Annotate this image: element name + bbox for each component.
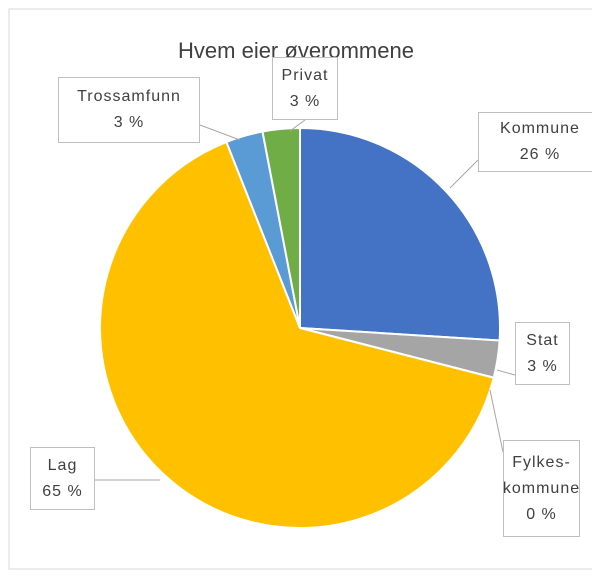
category-label: Lag <box>47 456 78 474</box>
leader-line <box>199 124 241 141</box>
pie-slice <box>261 126 301 329</box>
value-label: 65 % <box>42 482 83 500</box>
data-label: Fylkes-kommune 0 % <box>503 440 580 537</box>
category-label: Fylkes-kommune <box>502 453 581 497</box>
value-label: 26 % <box>519 146 561 163</box>
category-label: Stat <box>526 331 559 349</box>
pie-slice <box>299 126 501 342</box>
category-label: Trossamfunn <box>77 88 181 105</box>
data-label: Lag 65 % <box>30 447 95 510</box>
value-label: 0 % <box>526 505 557 523</box>
leader-line <box>449 159 479 189</box>
value-label: 3 % <box>113 114 145 131</box>
value-label: 3 % <box>527 357 558 375</box>
data-label: Stat 3 % <box>515 322 570 385</box>
category-label: Kommune <box>500 120 580 137</box>
leader-line <box>489 389 504 453</box>
pie-slice <box>99 140 495 529</box>
leader-line <box>496 369 516 376</box>
leader-line <box>289 119 306 132</box>
category-label: Privat <box>281 66 329 84</box>
value-label: 3 % <box>289 92 321 110</box>
data-label: Kommune 26 % <box>478 112 592 172</box>
data-label: Privat 3 % <box>272 57 338 120</box>
data-label: Trossamfunn 3 % <box>58 77 200 143</box>
